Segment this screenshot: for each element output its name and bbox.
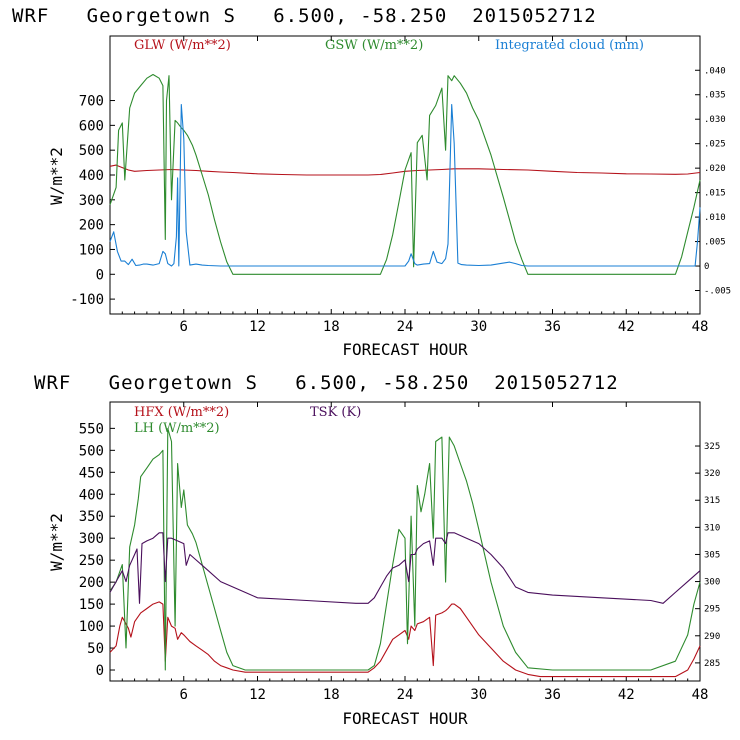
- top-y2-tick-label: -.005: [704, 287, 731, 297]
- top-y-tick-label: 0: [96, 267, 104, 283]
- bottom-y-tick-label: 550: [79, 421, 104, 437]
- top-y2-tick-label: .020: [704, 164, 726, 174]
- bottom-y-tick-label: 500: [79, 443, 104, 459]
- bottom-series-line-0: [109, 601, 701, 678]
- top-legend-cloud: Integrated cloud (mm): [495, 38, 644, 53]
- top-plot-frame: [109, 35, 701, 315]
- top-x-tick-label: 6: [180, 319, 188, 335]
- bottom-series-line-1: [109, 427, 701, 671]
- top-y2-tick-label: .005: [704, 238, 726, 248]
- bottom-x-axis-label: FORECAST HOUR: [342, 709, 468, 728]
- top-chart-title: WRF Georgetown S 6.500, -58.250 20150527…: [12, 5, 597, 27]
- bottom-y-tick-label: 250: [79, 553, 104, 569]
- bottom-x-tick-label: 12: [249, 687, 266, 703]
- bottom-x-tick-label: 30: [470, 687, 487, 703]
- top-y-tick-label: 700: [79, 94, 104, 110]
- bottom-y-tick-label: 450: [79, 465, 104, 481]
- top-y2-tick-label: .035: [704, 91, 726, 101]
- bottom-x-tick-label: 48: [692, 687, 709, 703]
- bottom-y-tick-label: 0: [96, 663, 104, 679]
- top-x-tick-label: 48: [692, 319, 709, 335]
- bottom-y-axis-label: W/m**2: [47, 513, 66, 571]
- top-y2-tick-label: .040: [704, 66, 726, 76]
- bottom-y-tick-label: 100: [79, 619, 104, 635]
- bottom-y-tick-label: 300: [79, 531, 104, 547]
- bottom-y2-tick-label: 310: [704, 523, 720, 533]
- top-y2-tick-label: .015: [704, 189, 726, 199]
- top-series-line-0: [109, 164, 701, 176]
- top-x-tick-label: 18: [323, 319, 340, 335]
- bottom-y2-tick-label: 300: [704, 578, 720, 588]
- bottom-panel: WRF Georgetown S 6.500, -58.250 20150527…: [34, 372, 720, 728]
- bottom-x-tick-label: 18: [323, 687, 340, 703]
- bottom-x-tick-label: 24: [397, 687, 414, 703]
- bottom-legend-tsk: TSK (K): [310, 405, 361, 420]
- top-y-tick-label: -100: [70, 292, 104, 308]
- top-panel: WRF Georgetown S 6.500, -58.250 20150527…: [12, 5, 731, 359]
- bottom-y2-tick-label: 295: [704, 605, 720, 615]
- top-x-tick-label: 42: [618, 319, 635, 335]
- bottom-y-tick-label: 150: [79, 597, 104, 613]
- top-x-axis-label: FORECAST HOUR: [342, 340, 468, 359]
- top-y2-tick-label: .025: [704, 140, 726, 150]
- top-x-tick-label: 30: [470, 319, 487, 335]
- bottom-legend-lh: LH (W/m**2): [134, 421, 220, 436]
- top-y-tick-label: 500: [79, 143, 104, 159]
- bottom-y2-tick-label: 285: [704, 659, 720, 669]
- top-series-line-1: [109, 73, 701, 275]
- bottom-y2-tick-label: 320: [704, 469, 720, 479]
- top-legend-glw: GLW (W/m**2): [134, 38, 231, 53]
- top-y2-tick-label: .010: [704, 213, 726, 223]
- bottom-x-tick-label: 6: [180, 687, 188, 703]
- top-y2-tick-label: 0: [704, 262, 709, 272]
- bottom-series-line-2: [109, 532, 701, 604]
- bottom-legend-hfx: HFX (W/m**2): [134, 405, 229, 420]
- bottom-y-tick-label: 200: [79, 575, 104, 591]
- top-x-tick-label: 36: [544, 319, 561, 335]
- bottom-y-tick-label: 350: [79, 509, 104, 525]
- bottom-y2-tick-label: 290: [704, 632, 720, 642]
- top-y-tick-label: 100: [79, 242, 104, 258]
- bottom-y-tick-label: 50: [87, 641, 104, 657]
- top-x-tick-label: 12: [249, 319, 266, 335]
- bottom-y-tick-label: 400: [79, 487, 104, 503]
- top-x-tick-label: 24: [397, 319, 414, 335]
- top-y-tick-label: 300: [79, 193, 104, 209]
- bottom-y2-tick-label: 315: [704, 496, 720, 506]
- top-y-tick-label: 200: [79, 218, 104, 234]
- bottom-y2-tick-label: 305: [704, 550, 720, 560]
- top-y-axis-label: W/m**2: [47, 147, 66, 205]
- bottom-y2-tick-label: 325: [704, 442, 720, 452]
- bottom-chart-title: WRF Georgetown S 6.500, -58.250 20150527…: [34, 372, 619, 394]
- top-legend-gsw: GSW (W/m**2): [325, 38, 423, 53]
- top-series-line-2: [109, 103, 701, 267]
- bottom-x-tick-label: 36: [544, 687, 561, 703]
- top-y2-tick-label: .030: [704, 115, 726, 125]
- top-y-tick-label: 400: [79, 168, 104, 184]
- top-y-tick-label: 600: [79, 118, 104, 134]
- bottom-x-tick-label: 42: [618, 687, 635, 703]
